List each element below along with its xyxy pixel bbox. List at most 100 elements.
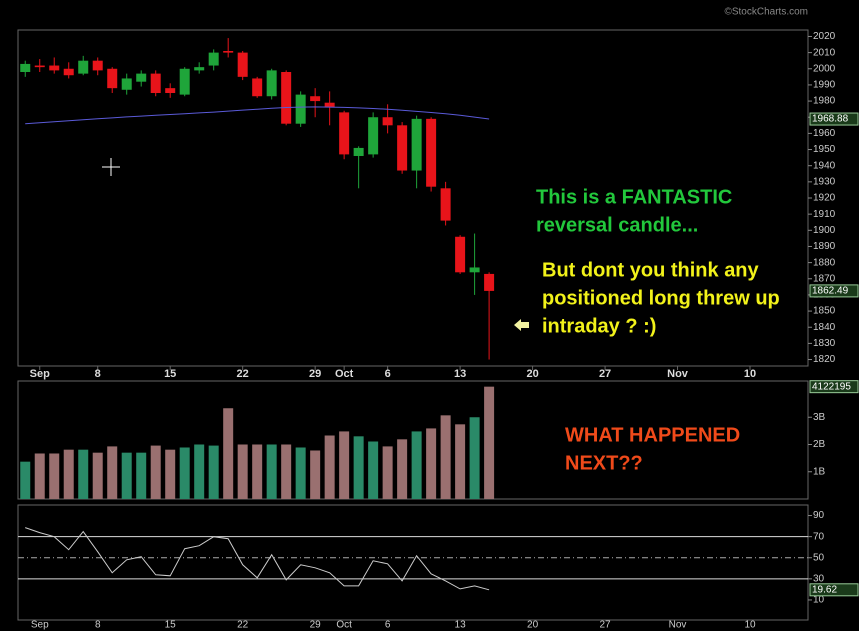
volume-bar xyxy=(484,386,495,499)
candle-body xyxy=(310,96,321,102)
y-tick-label: 1B xyxy=(813,466,826,477)
x-tick-label-bottom: 6 xyxy=(385,620,391,631)
x-tick-label-bottom: 20 xyxy=(527,620,539,631)
volume-bar xyxy=(194,444,205,499)
y-tick-label: 10 xyxy=(813,595,825,606)
candle-body xyxy=(78,60,89,74)
candle-body xyxy=(208,52,219,66)
y-tick-label: 2010 xyxy=(813,47,836,58)
x-tick-label: 15 xyxy=(164,368,176,380)
candle-body xyxy=(440,188,451,221)
candle-body xyxy=(63,68,74,76)
volume-bar xyxy=(121,452,132,499)
close-last-label: 1862.49 xyxy=(812,286,849,297)
moving-average xyxy=(25,106,490,125)
volume-bar xyxy=(281,444,292,499)
x-tick-label: 8 xyxy=(95,368,101,380)
y-tick-label: 1940 xyxy=(813,160,836,171)
annotation: intraday ? :) xyxy=(542,315,656,337)
x-tick-label-bottom: 27 xyxy=(600,620,612,631)
y-tick-label: 30 xyxy=(813,573,825,584)
candle-body xyxy=(194,67,205,71)
x-tick-label: 22 xyxy=(237,368,249,380)
candle-body xyxy=(281,72,292,124)
volume-bar xyxy=(49,453,60,499)
y-tick-label: 1990 xyxy=(813,80,836,91)
candle-body xyxy=(107,68,118,89)
candle-body xyxy=(455,236,466,273)
y-tick-label: 1890 xyxy=(813,241,836,252)
y-tick-label: 70 xyxy=(813,531,825,542)
y-tick-label: 2000 xyxy=(813,63,836,74)
arrow xyxy=(514,319,529,331)
x-tick-label: 27 xyxy=(599,368,611,380)
annotation: WHAT HAPPENED xyxy=(565,424,740,446)
annotation: This is a FANTASTIC xyxy=(536,186,732,208)
y-tick-label: 1850 xyxy=(813,306,836,317)
candle-body xyxy=(121,78,132,90)
candle-body xyxy=(411,118,422,171)
x-tick-label-bottom: 8 xyxy=(95,620,101,631)
y-tick-label: 1870 xyxy=(813,273,836,284)
x-tick-label: 20 xyxy=(526,368,538,380)
candle-body xyxy=(397,125,408,171)
candle-body xyxy=(252,78,263,97)
candle-body xyxy=(20,63,31,72)
candle-body xyxy=(49,65,60,71)
x-tick-label: 29 xyxy=(309,368,321,380)
volume-bar xyxy=(411,431,422,499)
candle-body xyxy=(469,267,480,273)
y-tick-label: 1920 xyxy=(813,193,836,204)
volume-last-label-box xyxy=(809,380,859,394)
x-tick-label: 13 xyxy=(454,368,466,380)
volume-bar xyxy=(353,436,364,499)
x-tick-label-bottom: 15 xyxy=(165,620,177,631)
rsi-panel xyxy=(17,504,809,621)
y-tick-label: 1980 xyxy=(813,96,836,107)
y-tick-label: 1880 xyxy=(813,257,836,268)
volume-bar xyxy=(34,453,45,499)
candle-body xyxy=(165,88,176,93)
volume-bar xyxy=(310,450,321,499)
volume-bar xyxy=(150,445,161,499)
volume-bar xyxy=(78,449,89,499)
x-tick-label: 10 xyxy=(744,368,756,380)
x-tick-label-bottom: 10 xyxy=(744,620,756,631)
candle-body xyxy=(92,60,103,71)
x-tick-label-bottom: 22 xyxy=(237,620,249,631)
y-tick-label: 2020 xyxy=(813,31,836,42)
x-tick-label: Sep xyxy=(30,368,50,380)
candle-body xyxy=(150,73,161,93)
x-tick-label-bottom: 13 xyxy=(455,620,467,631)
volume-bar xyxy=(208,445,219,499)
candle-body xyxy=(237,52,248,77)
y-tick-label: 1950 xyxy=(813,144,836,155)
candle-body xyxy=(34,65,45,68)
volume-bar xyxy=(426,428,437,499)
close-last-label-box xyxy=(809,284,859,298)
volume-last-label: 4122195 xyxy=(812,381,851,392)
volume-bar xyxy=(63,449,74,499)
x-tick-label: Oct xyxy=(335,368,354,380)
rsi-last-label-box xyxy=(809,583,859,597)
y-tick-label: 90 xyxy=(813,510,825,521)
y-tick-label: 50 xyxy=(813,552,825,563)
ma-last-label: 1968.88 xyxy=(812,114,849,125)
x-tick-label: Nov xyxy=(667,368,689,380)
x-tick-label-bottom: Nov xyxy=(669,620,687,631)
annotation: reversal candle... xyxy=(536,214,698,236)
rsi-last-label: 19.62 xyxy=(812,584,837,595)
volume-bar xyxy=(324,435,335,499)
y-tick-label: 1960 xyxy=(813,128,836,139)
y-tick-label: 1820 xyxy=(813,354,836,365)
y-tick-label: 1930 xyxy=(813,176,836,187)
y-tick-label: 1830 xyxy=(813,338,836,349)
y-tick-label: 3B xyxy=(813,412,826,423)
volume-bar xyxy=(237,444,248,499)
volume-bar xyxy=(92,452,103,499)
crosshair-cursor xyxy=(102,158,120,176)
candle-body xyxy=(339,112,350,155)
y-tick-label: 2B xyxy=(813,439,826,450)
